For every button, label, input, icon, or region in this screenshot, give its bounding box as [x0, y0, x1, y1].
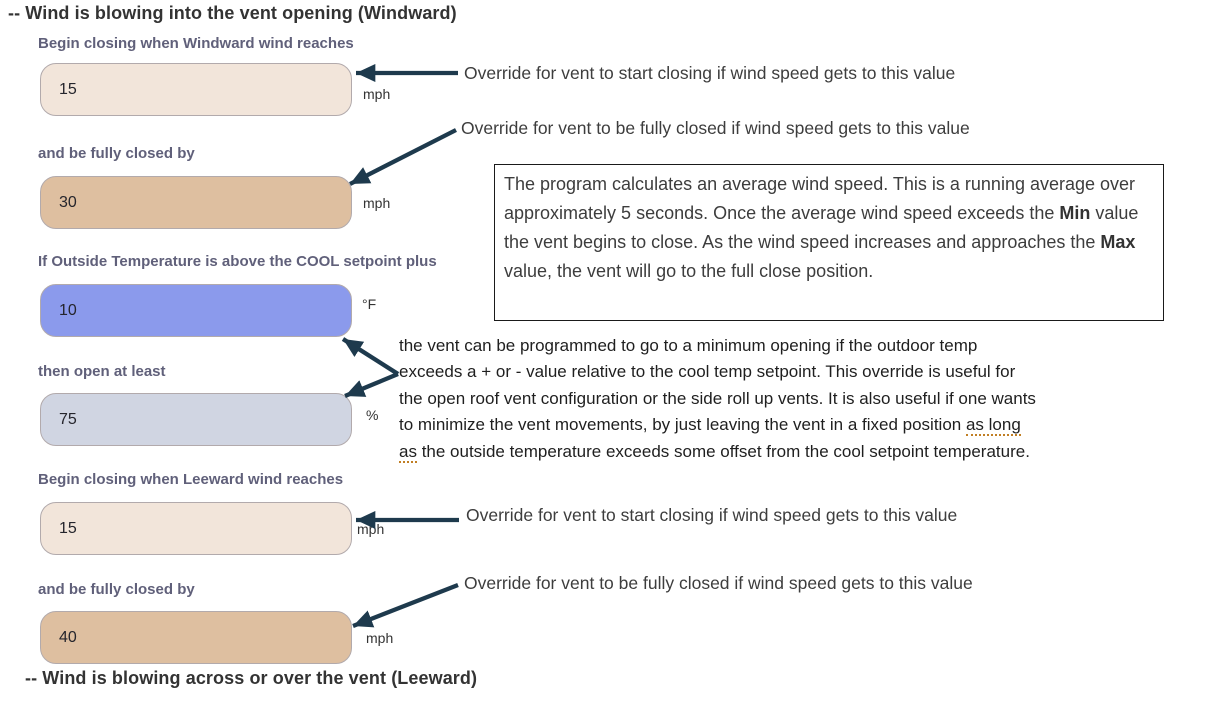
wind-average-info-box: The program calculates an average wind s… — [494, 164, 1164, 321]
temp-offset-label: If Outside Temperature is above the COOL… — [38, 253, 437, 270]
annotation-leeward-full: Override for vent to be fully closed if … — [464, 573, 973, 593]
min-open-label: then open at least — [38, 363, 166, 380]
spellcheck-underline: as — [399, 441, 417, 463]
arrow-min-open-upper — [341, 337, 400, 376]
info-max-bold: Max — [1100, 232, 1136, 252]
arrow-leeward-closed — [352, 582, 459, 629]
min-open-unit: % — [366, 407, 379, 423]
leeward-begin-label: Begin closing when Leeward wind reaches — [38, 471, 344, 488]
temp-offset-input[interactable] — [40, 284, 352, 337]
info-min-bold: Min — [1059, 203, 1091, 223]
windward-begin-label: Begin closing when Windward wind reaches — [38, 35, 354, 52]
windward-closed-unit: mph — [363, 195, 391, 211]
annotation-windward-start: Override for vent to start closing if wi… — [464, 63, 956, 83]
leeward-closed-label: and be fully closed by — [38, 581, 195, 598]
arrow-min-open-lower — [344, 372, 399, 398]
note-line-2: exceeds a + or - value relative to the c… — [399, 362, 1016, 382]
info-text-2: value the vent begins to close. As the w… — [504, 203, 1139, 252]
note-line-3: the open roof vent configuration or the … — [399, 388, 1036, 408]
windward-closed-input[interactable] — [40, 176, 352, 229]
note-line-5: as the outside temperature exceeds some … — [399, 441, 1030, 463]
windward-begin-input[interactable] — [40, 63, 352, 116]
spellcheck-underline: as long — [965, 415, 1021, 437]
note-line-1: the vent can be programmed to go to a mi… — [399, 336, 978, 355]
annotation-leeward-start: Override for vent to start closing if wi… — [466, 505, 958, 525]
leeward-section-title: -- Wind is blowing across or over the ve… — [25, 668, 478, 688]
windward-begin-unit: mph — [363, 86, 391, 102]
leeward-closed-input[interactable] — [40, 611, 352, 664]
leeward-begin-unit: mph — [357, 521, 385, 537]
windward-section-title: -- Wind is blowing into the vent opening… — [8, 3, 457, 23]
note-line-4: to minimize the vent movements, by just … — [399, 415, 1021, 437]
windward-closed-label: and be fully closed by — [38, 145, 195, 162]
temp-offset-unit: °F — [362, 296, 377, 312]
leeward-begin-input[interactable] — [40, 502, 352, 555]
info-text-1: The program calculates an average wind s… — [504, 174, 1136, 223]
info-text-3: value, the vent will go to the full clos… — [504, 261, 874, 281]
leeward-closed-unit: mph — [366, 630, 394, 646]
arrow-windward-closed — [349, 128, 457, 186]
min-open-note: the vent can be programmed to go to a mi… — [399, 333, 1036, 465]
min-open-input[interactable] — [40, 393, 352, 446]
annotation-windward-full: Override for vent to be fully closed if … — [461, 118, 970, 138]
